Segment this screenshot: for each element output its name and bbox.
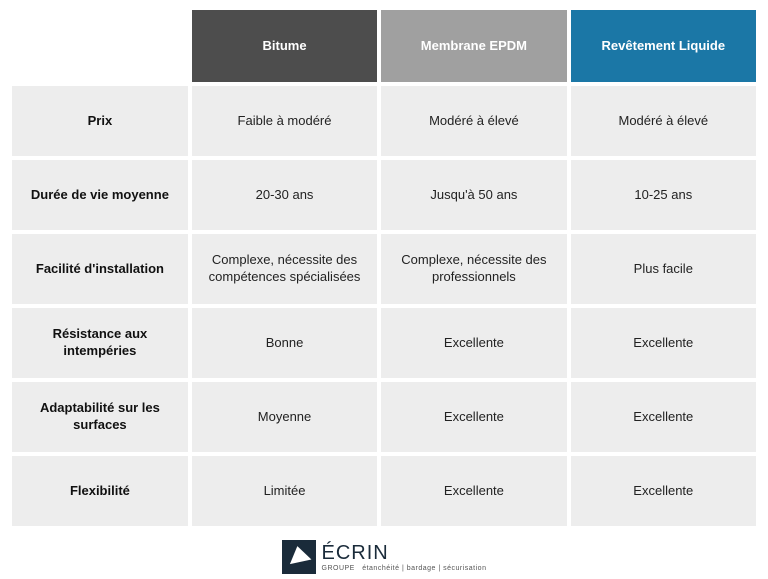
cell: Modéré à élevé (381, 86, 566, 156)
table-row: Facilité d'installationComplexe, nécessi… (12, 234, 756, 304)
cell: Excellente (571, 456, 756, 526)
logo-text: ÉCRIN GROUPE étanchéité | bardage | sécu… (322, 543, 487, 572)
cell: Excellente (381, 456, 566, 526)
logo-mark-icon (282, 540, 316, 574)
cell: Bonne (192, 308, 377, 378)
row-header: Durée de vie moyenne (12, 160, 188, 230)
col-header-label: Membrane EPDM (421, 38, 527, 53)
col-header-liquide: Revêtement Liquide (571, 10, 756, 82)
logo-brand: ÉCRIN (322, 543, 487, 563)
brand-logo: ÉCRIN GROUPE étanchéité | bardage | sécu… (282, 540, 487, 574)
col-header-bitume: Bitume (192, 10, 377, 82)
cell: Modéré à élevé (571, 86, 756, 156)
cell: Excellente (571, 308, 756, 378)
cell: Jusqu'à 50 ans (381, 160, 566, 230)
col-header-label: Revêtement Liquide (602, 38, 726, 53)
col-header-label: Bitume (263, 38, 307, 53)
cell: Complexe, nécessite des compétences spéc… (192, 234, 377, 304)
table-row: PrixFaible à modéréModéré à élevéModéré … (12, 86, 756, 156)
cell: Plus facile (571, 234, 756, 304)
row-header: Résistance aux intempéries (12, 308, 188, 378)
header-row: Bitume Membrane EPDM Revêtement Liquide (12, 10, 756, 82)
cell: Faible à modéré (192, 86, 377, 156)
cell: Complexe, nécessite des professionnels (381, 234, 566, 304)
table-row: Résistance aux intempériesBonneExcellent… (12, 308, 756, 378)
cell: Excellente (381, 382, 566, 452)
logo-sub: GROUPE étanchéité | bardage | sécurisati… (322, 565, 487, 572)
comparison-table: Bitume Membrane EPDM Revêtement Liquide … (8, 6, 760, 530)
cell: Limitée (192, 456, 377, 526)
cell: Moyenne (192, 382, 377, 452)
col-header-epdm: Membrane EPDM (381, 10, 566, 82)
cell: Excellente (571, 382, 756, 452)
corner-cell (12, 10, 188, 82)
cell: 20-30 ans (192, 160, 377, 230)
row-header: Prix (12, 86, 188, 156)
cell: Excellente (381, 308, 566, 378)
cell: 10-25 ans (571, 160, 756, 230)
table-row: Durée de vie moyenne20-30 ansJusqu'à 50 … (12, 160, 756, 230)
table-row: FlexibilitéLimitéeExcellenteExcellente (12, 456, 756, 526)
row-header: Adaptabilité sur les surfaces (12, 382, 188, 452)
logo-container: ÉCRIN GROUPE étanchéité | bardage | sécu… (8, 540, 760, 579)
table-row: Adaptabilité sur les surfacesMoyenneExce… (12, 382, 756, 452)
row-header: Facilité d'installation (12, 234, 188, 304)
table-body: PrixFaible à modéréModéré à élevéModéré … (12, 86, 756, 526)
row-header: Flexibilité (12, 456, 188, 526)
